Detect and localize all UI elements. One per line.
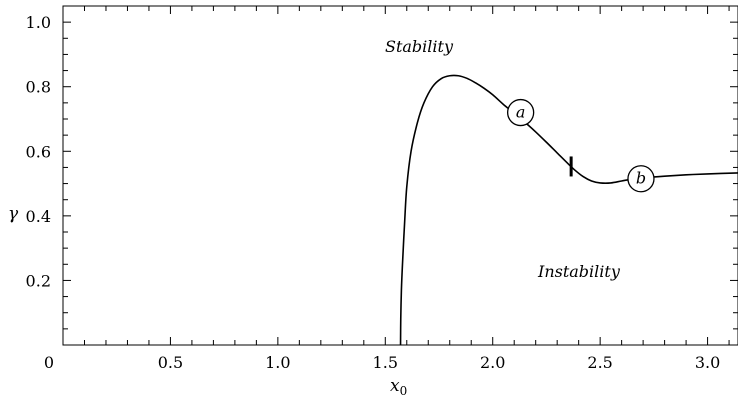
x-tick-label: 1.5 xyxy=(373,353,398,372)
y-tick-label: 0.2 xyxy=(26,271,51,290)
y-tick-label: 1.0 xyxy=(26,13,51,32)
x-tick-label: 0 xyxy=(44,353,54,372)
x-ticks xyxy=(83,6,730,345)
y-axis-title: γ xyxy=(8,204,19,224)
x-axis-title: x0 xyxy=(390,376,407,398)
x-tick-label: 2.5 xyxy=(587,353,612,372)
y-tick-labels: 0.2 0.4 0.6 0.8 1.0 xyxy=(26,13,51,290)
x-axis-title-main: x xyxy=(390,376,400,396)
y-tick-label: 0.4 xyxy=(26,207,51,226)
y-ticks xyxy=(63,21,738,330)
y-tick-label: 0.8 xyxy=(26,78,51,97)
x-axis-title-subscript: 0 xyxy=(400,384,408,398)
x-tick-labels: 0 0.5 1.0 1.5 2.0 2.5 3.0 xyxy=(44,353,720,372)
curve-markers: ab xyxy=(506,98,655,193)
marker-label-b: b xyxy=(636,169,646,188)
y-tick-label: 0.6 xyxy=(26,142,51,161)
region-label-instability: Instability xyxy=(537,262,621,281)
plot-frame xyxy=(62,5,738,346)
region-label-stability: Stability xyxy=(385,37,454,56)
x-tick-label: 0.5 xyxy=(158,353,183,372)
x-tick-label: 2.0 xyxy=(480,353,505,372)
stability-boundary-curve xyxy=(399,74,738,346)
x-tick-label: 3.0 xyxy=(695,353,720,372)
marker-circle-b xyxy=(627,165,655,193)
x-tick-label: 1.0 xyxy=(265,353,290,372)
marker-label-a: a xyxy=(516,103,526,122)
marker-circle-a xyxy=(506,98,535,127)
